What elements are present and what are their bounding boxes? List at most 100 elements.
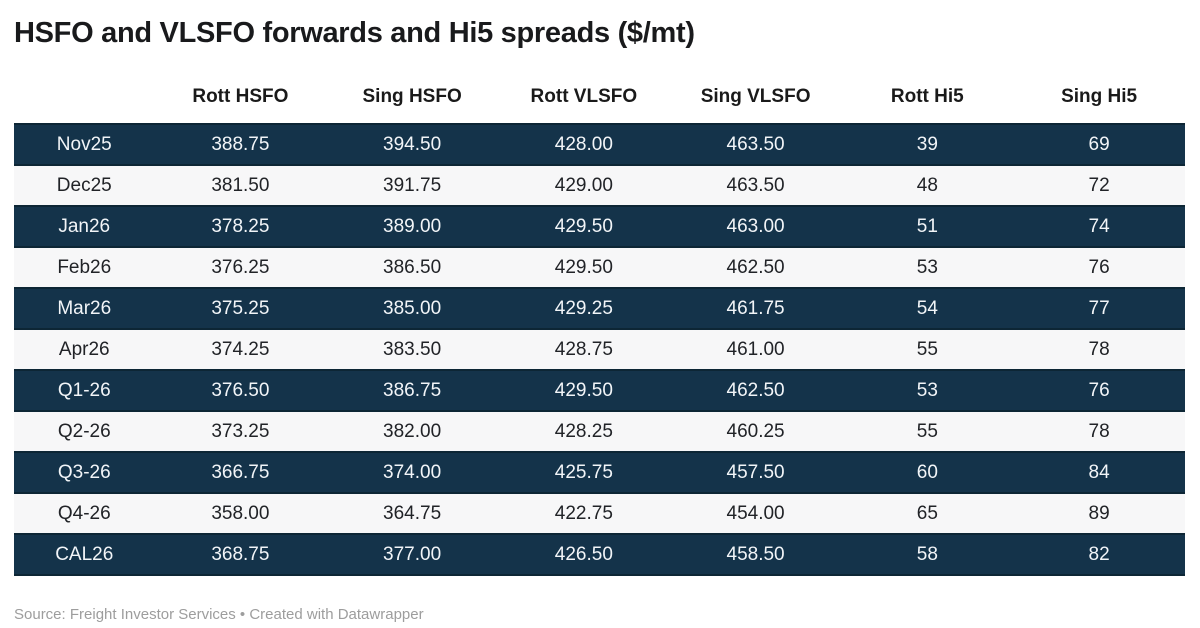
cell-value: 77 [1088,297,1110,319]
cell-value: 78 [1088,420,1110,442]
cell-value: 429.50 [554,379,613,401]
cell-value: 429.50 [554,256,613,278]
table-row: Q4-26 358.00 364.75 422.75 454.00 65 89 [14,493,1185,534]
cell-value: 48 [916,174,938,196]
cell-value: 426.50 [554,543,613,565]
column-header: Rott HSFO [192,86,289,107]
cell-value: 385.00 [383,297,442,319]
cell-value: 84 [1088,461,1110,483]
cell-value: 76 [1088,256,1110,278]
table-row: Q1-26 376.50 386.75 429.50 462.50 53 76 [14,370,1185,411]
table-header: Rott HSFO Sing HSFO Rott VLSFO Sing VLSFO Ro… [14,78,1185,124]
cell-value: 458.50 [726,543,785,565]
row-label: Jan26 [58,215,111,237]
forwards-spreads-table: Rott HSFO Sing HSFO Rott VLSFO Sing VLSFO Ro… [14,78,1185,576]
cell-value: 383.50 [383,338,442,360]
cell-value: 461.75 [726,297,785,319]
row-label: Mar26 [57,297,112,319]
table-row: Mar26 375.25 385.00 429.25 461.75 54 77 [14,288,1185,329]
cell-value: 51 [916,215,938,237]
row-label: Q2-26 [57,420,111,442]
row-label: Q3-26 [57,461,111,483]
cell-value: 429.00 [554,174,613,196]
cell-value: 82 [1088,543,1110,565]
cell-value: 428.75 [554,338,613,360]
cell-value: 378.25 [211,215,270,237]
column-header: Rott VLSFO [530,86,638,107]
cell-value: 54 [916,297,938,319]
cell-value: 374.00 [383,461,442,483]
cell-value: 58 [916,543,938,565]
row-label: Q4-26 [57,502,111,524]
cell-value: 74 [1088,215,1110,237]
cell-value: 368.75 [211,543,270,565]
row-label: Nov25 [56,133,112,155]
column-header: Rott Hi5 [890,86,964,107]
cell-value: 374.25 [211,338,270,360]
cell-value: 376.50 [211,379,270,401]
cell-value: 89 [1088,502,1110,524]
cell-value: 461.00 [726,338,785,360]
row-label: Apr26 [58,338,110,360]
table-body: Nov25 388.75 394.50 428.00 463.50 39 69 Dec25 38… [14,124,1185,575]
table-row: Nov25 388.75 394.50 428.00 463.50 39 69 [14,124,1185,165]
column-header: Sing VLSFO [700,86,811,107]
table-header-row: Rott HSFO Sing HSFO Rott VLSFO Sing VLSFO Ro… [14,78,1185,124]
cell-value: 373.25 [211,420,270,442]
table-row: Apr26 374.25 383.50 428.75 461.00 55 78 [14,329,1185,370]
cell-value: 428.00 [554,133,613,155]
row-label: CAL26 [55,543,114,565]
cell-value: 386.50 [383,256,442,278]
cell-value: 462.50 [726,379,785,401]
cell-value: 428.25 [554,420,613,442]
cell-value: 386.75 [383,379,442,401]
cell-value: 388.75 [211,133,270,155]
column-header: Sing HSFO [362,86,462,107]
cell-value: 454.00 [726,502,785,524]
cell-value: 429.25 [554,297,613,319]
cell-value: 460.25 [726,420,785,442]
cell-value: 358.00 [211,502,270,524]
cell-value: 422.75 [554,502,613,524]
cell-value: 366.75 [211,461,270,483]
source-attribution: Source: Freight Investor Services • Crea… [14,606,424,623]
table-row: CAL26 368.75 377.00 426.50 458.50 58 82 [14,534,1185,575]
cell-value: 55 [916,338,938,360]
table-row: Jan26 378.25 389.00 429.50 463.00 51 74 [14,206,1185,247]
cell-value: 376.25 [211,256,270,278]
cell-value: 53 [916,379,938,401]
chart-title: HSFO and VLSFO forwards and Hi5 spreads … [14,17,695,49]
cell-value: 69 [1088,133,1110,155]
cell-value: 463.50 [726,174,785,196]
row-label: Dec25 [56,174,112,196]
row-label-column-header [14,78,155,124]
cell-value: 463.00 [726,215,785,237]
cell-value: 55 [916,420,938,442]
cell-value: 389.00 [383,215,442,237]
cell-value: 78 [1088,338,1110,360]
table-row: Q3-26 366.75 374.00 425.75 457.50 60 84 [14,452,1185,493]
cell-value: 375.25 [211,297,270,319]
table-row: Q2-26 373.25 382.00 428.25 460.25 55 78 [14,411,1185,452]
cell-value: 391.75 [383,174,442,196]
cell-value: 381.50 [211,174,270,196]
cell-value: 53 [916,256,938,278]
row-label: Q1-26 [57,379,111,401]
cell-value: 60 [916,461,938,483]
cell-value: 76 [1088,379,1110,401]
cell-value: 39 [916,133,938,155]
cell-value: 394.50 [383,133,442,155]
table-row: Feb26 376.25 386.50 429.50 462.50 53 76 [14,247,1185,288]
cell-value: 425.75 [554,461,613,483]
cell-value: 382.00 [383,420,442,442]
cell-value: 72 [1088,174,1110,196]
cell-value: 462.50 [726,256,785,278]
cell-value: 463.50 [726,133,785,155]
column-header: Sing Hi5 [1061,86,1138,107]
cell-value: 377.00 [383,543,442,565]
cell-value: 457.50 [726,461,785,483]
row-label: Feb26 [57,256,112,278]
cell-value: 364.75 [383,502,442,524]
cell-value: 65 [916,502,938,524]
